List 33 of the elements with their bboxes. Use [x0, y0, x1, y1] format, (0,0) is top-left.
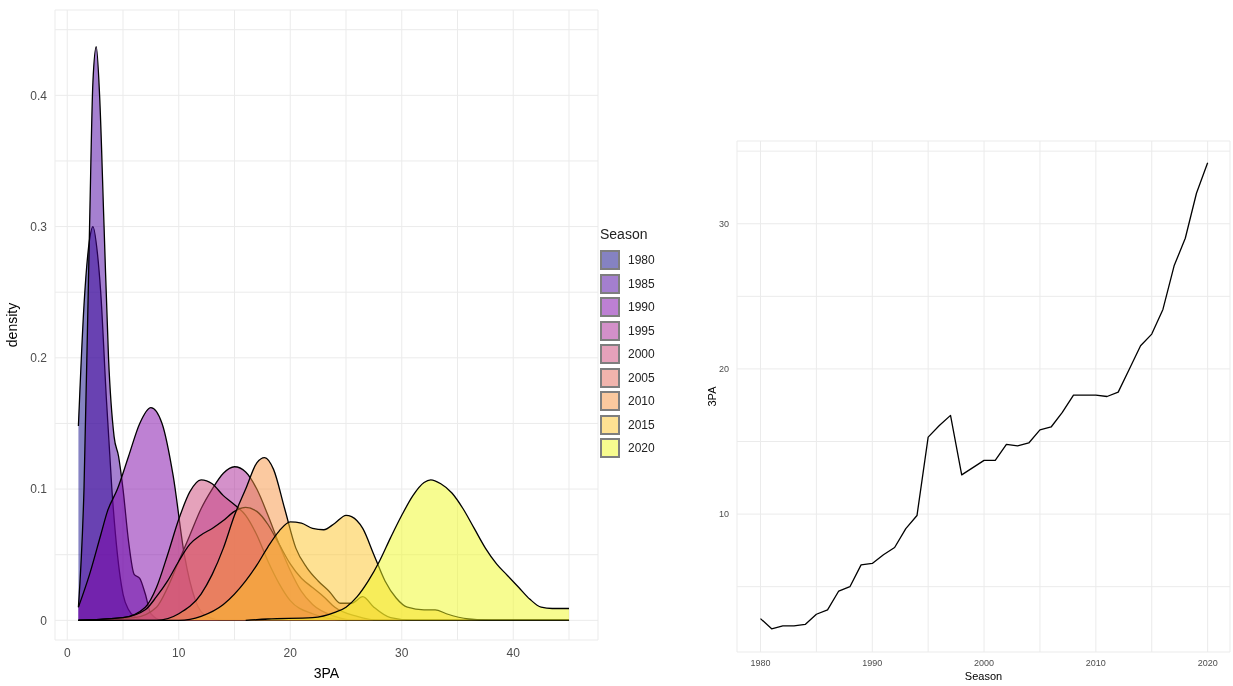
legend-label: 2010	[628, 394, 655, 408]
x-tick-label: 2020	[1197, 658, 1218, 669]
y-tick-label: 0	[40, 613, 48, 628]
legend-label: 1995	[628, 323, 655, 338]
legend-label: 1980	[628, 253, 655, 267]
x-tick-label: 40	[506, 645, 521, 660]
legend-label: 1990	[628, 300, 655, 314]
x-tick-label: 2010	[1085, 658, 1106, 669]
y-axis-title: density	[3, 302, 20, 348]
x-axis-title: Season	[964, 670, 1003, 682]
y-tick-label: 0.3	[30, 219, 48, 234]
x-tick-label: 1980	[750, 658, 771, 669]
y-axis-title: 3PA	[705, 385, 718, 407]
y-tick-label: 30	[718, 218, 729, 229]
x-tick-label: 2000	[974, 658, 995, 669]
legend-label: 2020	[628, 441, 655, 455]
x-axis-title: 3PA	[313, 665, 340, 681]
legend-label: 2005	[628, 370, 655, 385]
legend-label: 2015	[628, 417, 655, 432]
legend-label: 2000	[628, 347, 655, 361]
x-tick-label: 1990	[862, 658, 883, 669]
y-tick-label: 0.4	[30, 88, 48, 103]
x-tick-label: 0	[63, 645, 71, 660]
y-tick-label: 10	[718, 509, 729, 520]
y-tick-label: 0.1	[30, 482, 48, 497]
line-series	[759, 162, 1209, 630]
legend-label: 1985	[628, 276, 655, 291]
x-tick-label: 30	[395, 645, 409, 660]
y-tick-label: 0.2	[30, 351, 48, 366]
y-tick-label: 20	[718, 364, 729, 375]
x-tick-label: 10	[172, 645, 186, 660]
x-tick-label: 20	[283, 645, 298, 660]
legend-title: Season	[600, 226, 649, 243]
